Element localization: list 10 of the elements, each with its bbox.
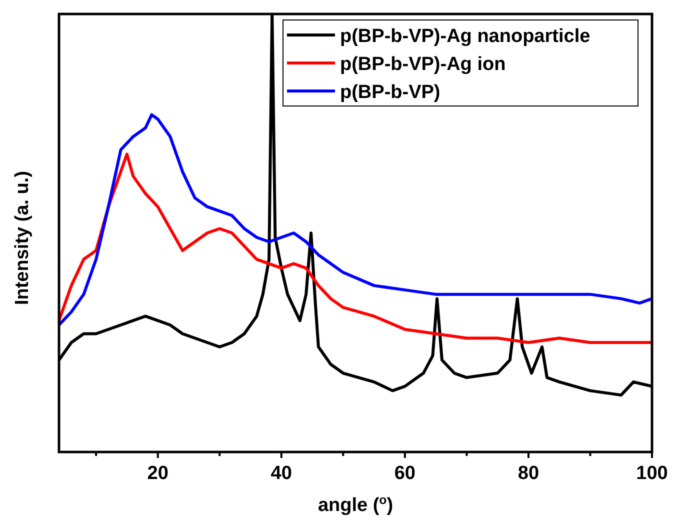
- x-tick-label: 100: [636, 463, 668, 484]
- x-axis-title: angle ($^{o}$): [318, 493, 394, 516]
- legend-label: p(BP-b-VP)-Ag nanoparticle: [340, 26, 590, 47]
- x-tick-label: 40: [270, 463, 292, 484]
- legend-label: p(BP-b-VP)-Ag ion: [340, 54, 506, 75]
- legend-label: p(BP-b-VP): [340, 82, 440, 103]
- x-tick-label: 60: [394, 463, 416, 484]
- x-tick-label: 80: [518, 463, 540, 484]
- x-tick-label: 20: [147, 463, 168, 484]
- y-axis-title: Intensity (a. u.): [12, 170, 33, 306]
